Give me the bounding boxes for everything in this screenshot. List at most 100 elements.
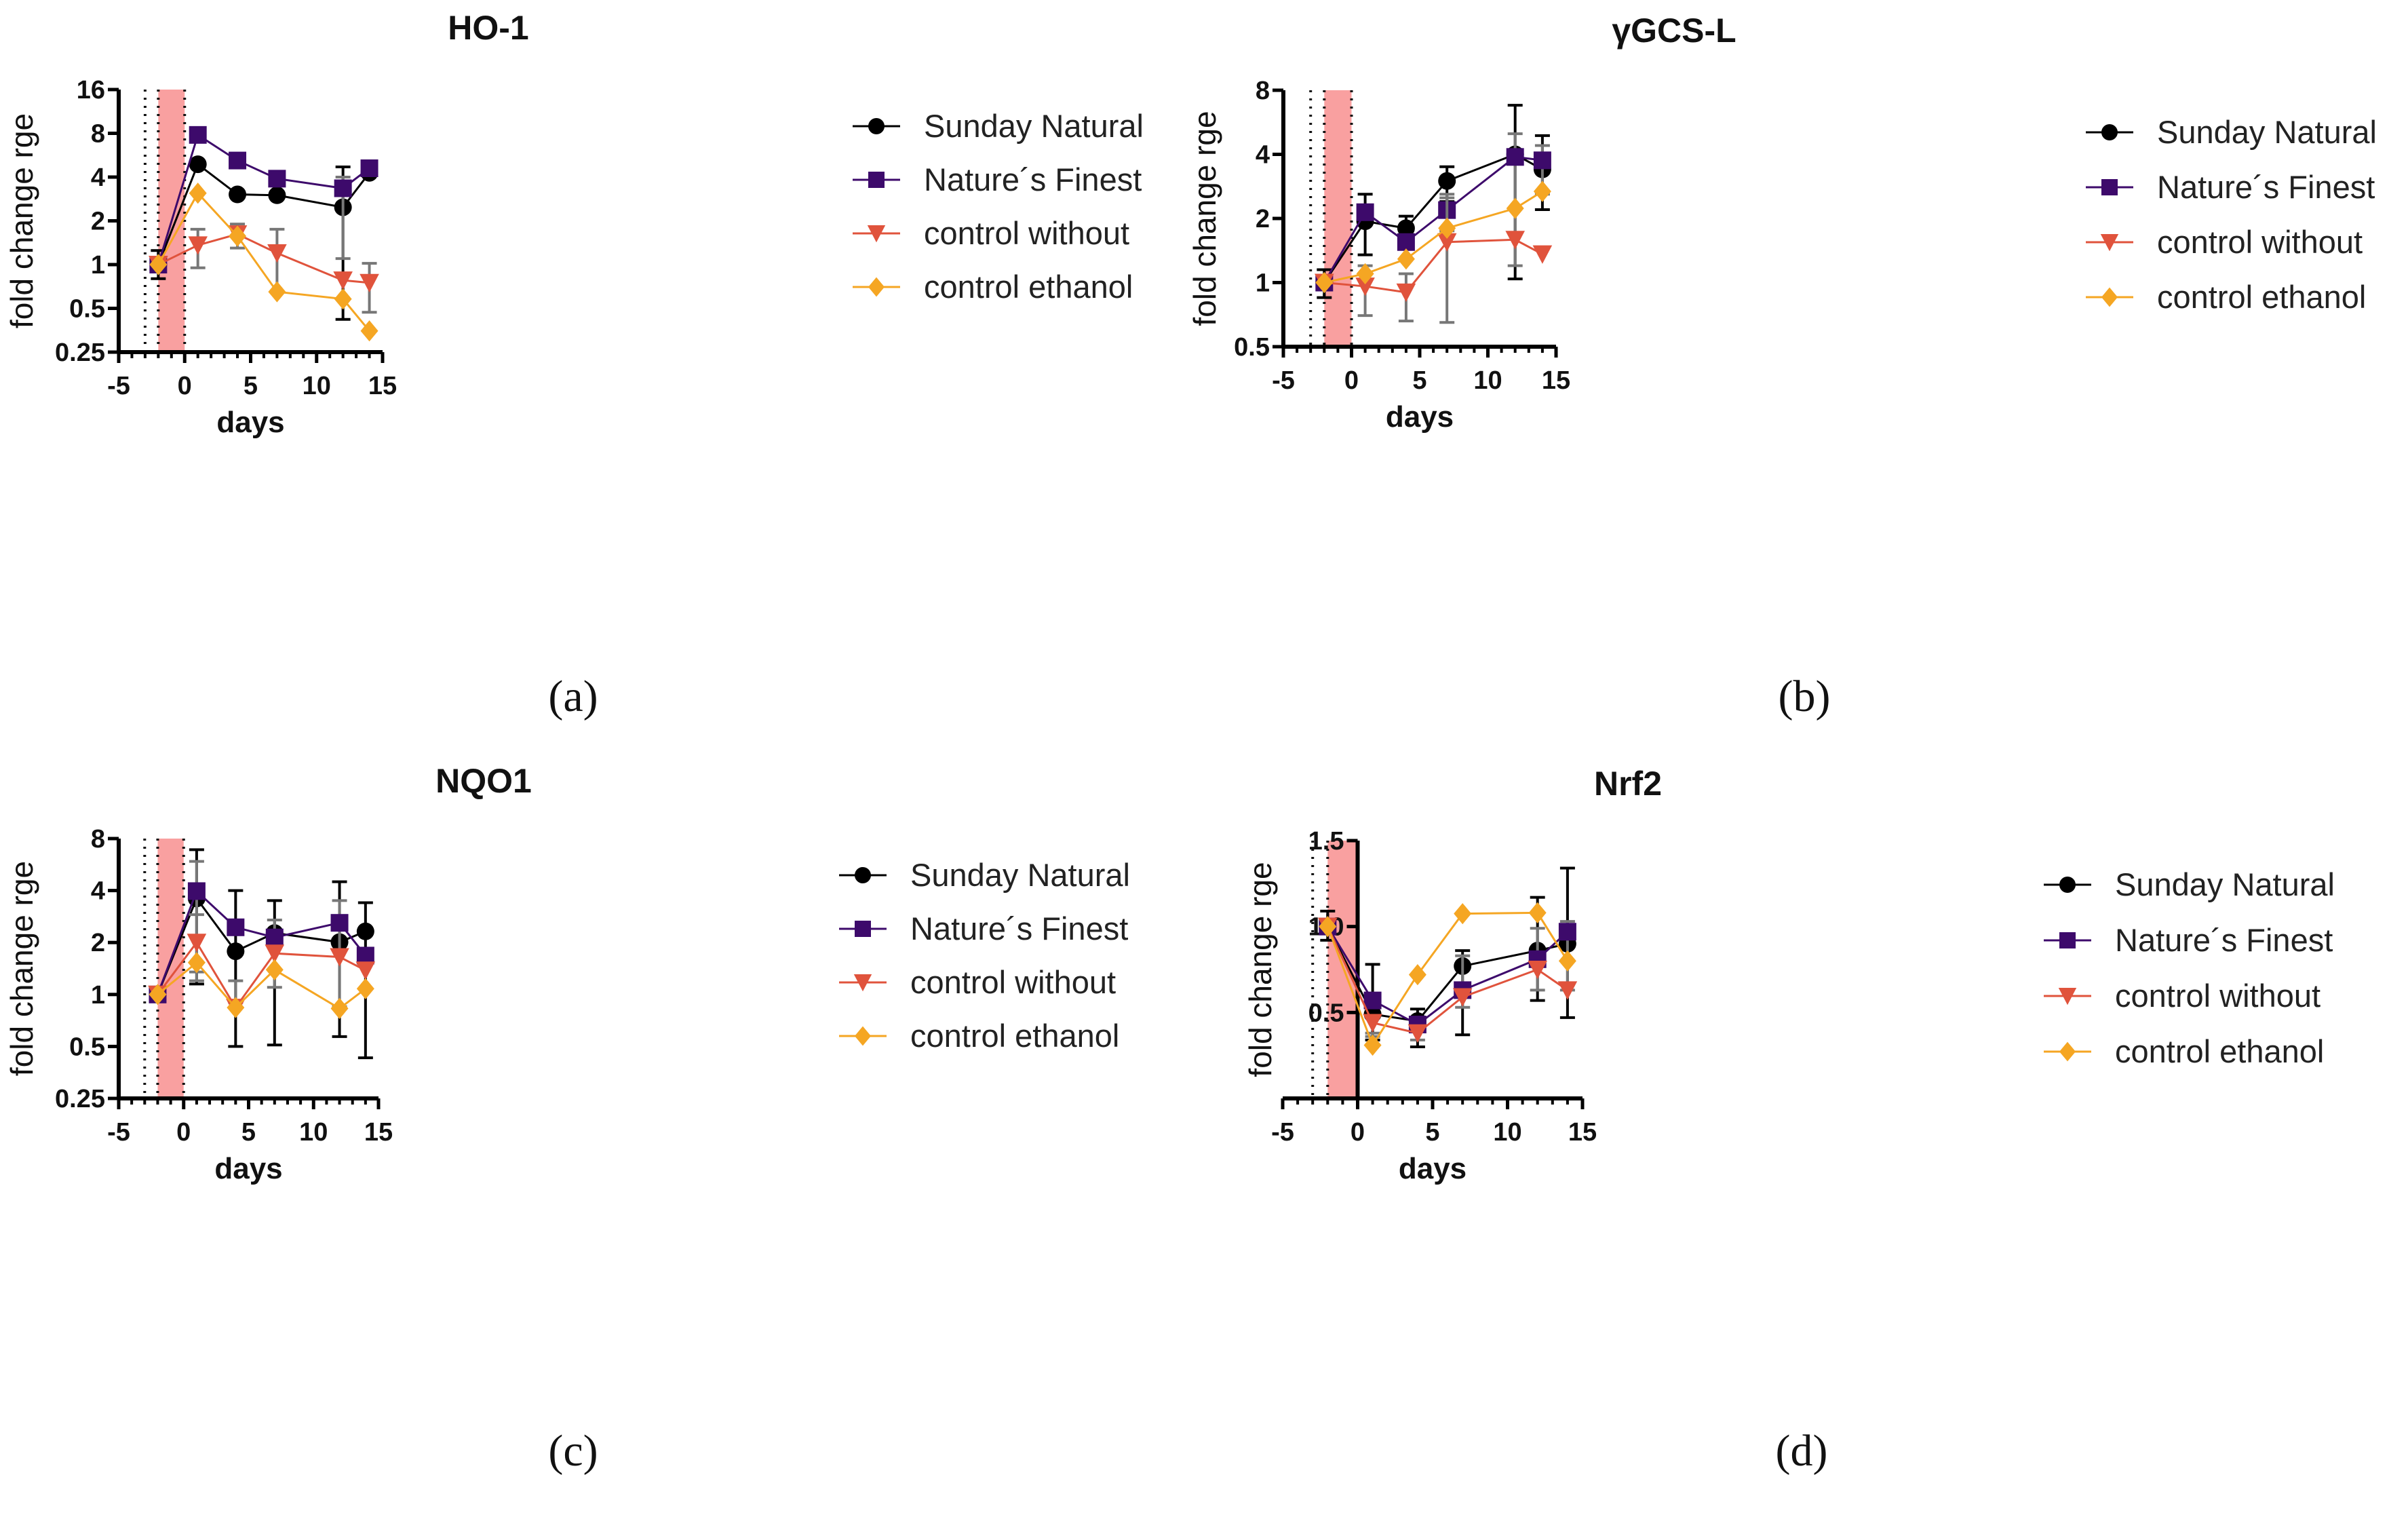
marker-triangle: [1557, 981, 1578, 1000]
legend: Sunday Natural Nature´s Finest control wit…: [2086, 114, 2377, 315]
marker-circle: [356, 922, 374, 940]
marker-square: [330, 914, 349, 932]
marker-triangle: [2100, 234, 2119, 252]
legend-label: control ethanol: [924, 269, 1133, 305]
panel-caption: (b): [1779, 672, 1831, 721]
series-control-ethanol: [1315, 180, 1551, 294]
marker-circle: [855, 867, 871, 883]
x-axis-label: days: [1386, 400, 1454, 434]
marker-square: [1356, 203, 1374, 221]
marker-circle: [1438, 172, 1456, 190]
marker-circle: [1397, 219, 1415, 237]
marker-triangle: [333, 271, 353, 290]
marker-diamond: [1506, 197, 1524, 219]
y-axis-label: fold change rge: [4, 113, 39, 328]
series-line: [1326, 911, 1569, 1048]
series-nature-s-finest: [149, 860, 374, 1008]
marker-triangle: [1437, 233, 1457, 252]
marker-square: [1558, 923, 1576, 941]
x-tick-label: 10: [1473, 366, 1502, 395]
marker-diamond: [1397, 248, 1415, 270]
legend-label: control without: [2157, 224, 2363, 260]
series-control-ethanol: [149, 952, 374, 1019]
x-tick-label: 0: [178, 372, 192, 400]
marker-square: [855, 921, 871, 937]
y-tick-label: 1: [91, 981, 105, 1010]
y-tick-label: 1: [1256, 269, 1270, 298]
marker-diamond: [1454, 903, 1472, 925]
x-tick-label: 5: [244, 372, 258, 400]
marker-diamond: [1533, 180, 1551, 202]
x-tick-label: 0: [1351, 1118, 1365, 1147]
x-tick-label: 15: [1568, 1118, 1597, 1147]
legend: Sunday Natural Nature´s Finest control wit…: [839, 857, 1130, 1054]
panel-caption: (a): [548, 672, 598, 721]
chart-panel-2: -5 0 5 10 15 0.5 1 2 4 8 days fold change rge γGCS-L…: [1187, 12, 2377, 721]
y-tick-label: 4: [1256, 141, 1270, 170]
marker-square: [189, 126, 207, 144]
y-tick-label: 0.25: [55, 1085, 105, 1113]
marker-square: [360, 159, 378, 177]
marker-square: [356, 946, 374, 965]
chart-panel-3: -5 0 5 10 15 0.25 0.5 1 2 4 8 days fold change rge NQ…: [4, 762, 1130, 1476]
marker-triangle: [330, 948, 349, 967]
y-tick-label: 0.5: [1234, 333, 1270, 362]
marker-triangle: [1363, 1014, 1382, 1033]
x-axis-label: days: [1399, 1152, 1467, 1185]
y-tick-label: 4: [91, 164, 105, 192]
chart-title: γGCS-L: [1612, 12, 1736, 50]
legend-label: Nature´s Finest: [2115, 922, 2333, 958]
marker-diamond: [2101, 287, 2118, 307]
marker-triangle: [867, 225, 886, 243]
y-axis-label: fold change rge: [4, 861, 39, 1076]
y-tick-label: 2: [91, 208, 105, 236]
marker-triangle: [267, 244, 287, 263]
legend-label: Sunday Natural: [2157, 114, 2377, 150]
series-line: [1326, 926, 1568, 1035]
series-line: [157, 133, 370, 265]
marker-square: [1397, 233, 1415, 251]
panel-caption: (c): [548, 1426, 598, 1476]
legend-label: control ethanol: [910, 1018, 1119, 1054]
marker-triangle: [1532, 245, 1553, 264]
marker-triangle: [187, 934, 207, 953]
marker-square: [1533, 151, 1551, 170]
marker-triangle: [1355, 277, 1375, 296]
x-axis-label: days: [214, 1152, 282, 1185]
chart-title: Nrf2: [1594, 765, 1662, 803]
x-tick-label: 5: [1412, 366, 1426, 395]
legend: Sunday Natural Nature´s Finest control wit…: [2044, 866, 2335, 1069]
y-tick-label: 0.5: [69, 1033, 105, 1061]
chart-title: HO-1: [448, 9, 528, 47]
marker-triangle: [2058, 988, 2077, 1005]
legend-label: Nature´s Finest: [924, 161, 1142, 197]
y-tick-label: 0.5: [69, 295, 105, 324]
marker-triangle: [1452, 988, 1473, 1007]
x-tick-label: 0: [176, 1118, 191, 1147]
chart-title: NQO1: [435, 762, 532, 800]
legend-label: control ethanol: [2157, 279, 2366, 315]
marker-triangle: [360, 273, 379, 293]
marker-square: [187, 882, 206, 900]
marker-diamond: [1319, 916, 1337, 938]
y-tick-label: 0.25: [55, 339, 105, 367]
y-tick-label: 8: [91, 825, 105, 854]
x-tick-label: 0: [1344, 366, 1359, 395]
marker-diamond: [1363, 1034, 1382, 1056]
legend-label: Nature´s Finest: [2157, 169, 2375, 205]
marker-circle: [868, 118, 885, 134]
marker-triangle: [1505, 231, 1525, 250]
x-tick-label: 10: [1493, 1118, 1521, 1147]
x-tick-label: -5: [107, 1118, 130, 1147]
marker-diamond: [1528, 902, 1547, 923]
marker-square: [268, 170, 286, 188]
x-tick-label: -5: [107, 372, 130, 400]
marker-square: [868, 172, 885, 188]
marker-diamond: [265, 959, 284, 981]
series-line: [1324, 238, 1543, 294]
y-tick-label: 8: [91, 120, 105, 149]
marker-diamond: [229, 225, 247, 247]
series-line: [1326, 925, 1568, 1022]
y-tick-label: 1.5: [1308, 827, 1344, 856]
y-tick-label: 8: [1256, 77, 1270, 105]
